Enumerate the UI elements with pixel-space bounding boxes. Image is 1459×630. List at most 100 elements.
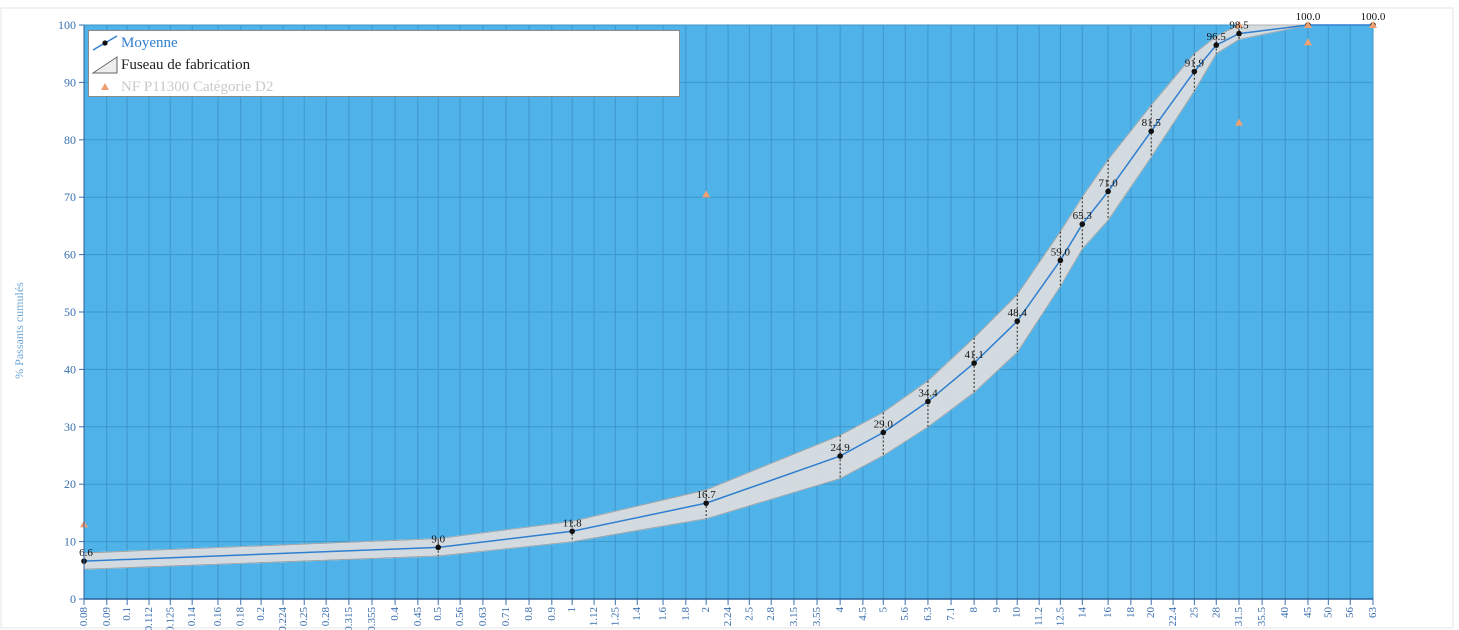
x-tick-label: 0.2 <box>255 607 267 621</box>
legend-item-moyenne: Moyenne <box>89 33 679 53</box>
x-tick-label: 0.9 <box>546 607 558 621</box>
series-layer <box>81 22 1376 564</box>
x-tick-label: 1.6 <box>657 607 669 621</box>
norm-triangle <box>1303 38 1312 46</box>
legend-label-norme: NF P11300 Catégorie D2 <box>121 78 274 95</box>
data-label: 24.9 <box>831 442 851 454</box>
x-tick-label: 1.12 <box>588 607 600 626</box>
data-label: 59.0 <box>1051 246 1071 258</box>
band-swatch-icon <box>89 55 121 75</box>
x-tick-label: 63 <box>1367 607 1379 619</box>
data-label: 81.5 <box>1142 117 1162 129</box>
x-tick-label: 0.315 <box>343 607 355 630</box>
x-tick-label: 0.25 <box>298 607 310 627</box>
x-tick-label: 5.6 <box>899 607 911 621</box>
moyenne-point <box>971 360 977 366</box>
legend: Moyenne Fuseau de fabrication NF P11300 … <box>88 30 680 97</box>
moyenne-point <box>880 429 887 436</box>
x-tick-label: 50 <box>1322 607 1334 619</box>
x-tick-label: 0.08 <box>78 607 90 627</box>
data-label: 65.3 <box>1073 210 1093 222</box>
x-tick-label: 0.125 <box>164 607 176 630</box>
x-tick-label: 2 <box>700 607 712 613</box>
y-tick-label: 90 <box>64 75 76 89</box>
data-label: 6.6 <box>79 547 93 559</box>
x-tick-label: 35.5 <box>1256 607 1268 627</box>
y-tick-label: 60 <box>64 248 76 262</box>
x-tick-label: 0.18 <box>235 607 247 627</box>
x-tick-label: 0.8 <box>523 607 535 621</box>
x-tick-label: 25 <box>1188 607 1200 619</box>
x-tick-label: 0.56 <box>454 607 466 627</box>
x-tick-label: 4 <box>834 607 846 613</box>
x-tick-label: 28 <box>1210 607 1222 619</box>
x-tick-label: 0.224 <box>277 607 289 630</box>
y-tick-label: 10 <box>64 535 76 549</box>
x-tick-label: 0.355 <box>366 607 378 630</box>
x-tick-label: 16 <box>1102 607 1114 619</box>
y-tick-label: 40 <box>64 362 76 376</box>
y-tick-label: 0 <box>70 592 76 606</box>
norm-triangle <box>1303 21 1312 28</box>
y-axis-title: % Passants cumulés <box>4 250 34 410</box>
x-tick-label: 14 <box>1076 607 1088 619</box>
x-tick-label: 3.15 <box>788 607 800 627</box>
data-labels: 6.6 9.0 11.8 16.7 24.9 29.0 34.4 41.1 48.4 59.0 65… <box>79 11 1386 559</box>
legend-item-fuseau: Fuseau de fabrication <box>89 55 679 75</box>
norm-triangle <box>1235 118 1244 126</box>
x-tick-label: 0.28 <box>320 607 332 627</box>
data-label: 71.0 <box>1098 177 1118 189</box>
x-tick-label: 0.14 <box>186 607 198 627</box>
data-label: 29.0 <box>874 419 894 431</box>
y-tick-label: 20 <box>64 477 76 491</box>
legend-item-norme: NF P11300 Catégorie D2 <box>89 77 679 97</box>
x-tick-label: 2.5 <box>743 607 755 621</box>
x-tick-label: 56 <box>1344 607 1356 619</box>
data-label: 91.9 <box>1185 57 1205 69</box>
triangle-marker-icon <box>89 77 121 97</box>
x-tick-label: 4.5 <box>857 607 869 621</box>
moyenne-point <box>1236 30 1242 37</box>
x-tick-label: 0.1 <box>121 607 133 621</box>
moyenne-point <box>1213 42 1220 48</box>
x-tick-label: 9 <box>991 607 1003 613</box>
y-axis-title-text: % Passants cumulés <box>11 281 26 379</box>
x-tick-label: 12.5 <box>1054 607 1066 627</box>
x-tick-label: 0.112 <box>143 607 155 630</box>
x-tick-label: 0.4 <box>389 607 401 621</box>
x-tick-label: 45 <box>1302 607 1314 619</box>
data-label: 96.5 <box>1207 31 1227 43</box>
y-tick-label: 50 <box>64 305 76 319</box>
x-tick-label: 2.8 <box>765 607 777 621</box>
x-tick-label: 1.25 <box>609 607 621 627</box>
x-tick-label: 0.71 <box>500 607 512 626</box>
moyenne-line <box>83 24 1373 562</box>
y-tick-label: 100 <box>58 18 76 32</box>
x-axis-ticks: 0.08 0.09 0.1 0.112 0.125 0.14 0.16 0.18 0.2 0.22… <box>78 598 1379 630</box>
norm-triangle <box>1235 21 1244 28</box>
fuseau-upper-line <box>83 24 1373 554</box>
moyenne-point <box>925 398 931 405</box>
data-label: 9.0 <box>431 533 445 545</box>
x-tick-label: 0.09 <box>101 607 113 627</box>
x-tick-label: 1 <box>566 607 578 613</box>
x-tick-label: 40 <box>1279 607 1291 619</box>
legend-label-fuseau: Fuseau de fabrication <box>121 56 251 73</box>
moyenne-point <box>435 544 442 551</box>
x-tick-label: 3.55 <box>811 607 823 627</box>
norm-triangle <box>702 190 711 198</box>
moyenne-point <box>1191 68 1198 75</box>
data-label: 98.5 <box>1229 20 1249 32</box>
x-tick-label: 0.63 <box>477 607 489 627</box>
moyenne-point <box>837 453 843 459</box>
legend-label-moyenne: Moyenne <box>121 34 178 51</box>
data-label: 11.8 <box>563 517 582 529</box>
x-tick-label: 2.24 <box>722 607 734 627</box>
moyenne-point <box>1148 128 1155 134</box>
moyenne-point <box>703 500 709 506</box>
y-axis-ticks: 0 10 20 30 40 50 60 70 80 90 100 <box>58 18 85 606</box>
y-tick-label: 70 <box>64 190 76 204</box>
data-label: 100.0 <box>1296 11 1321 23</box>
x-tick-label: 22.4 <box>1167 607 1179 627</box>
